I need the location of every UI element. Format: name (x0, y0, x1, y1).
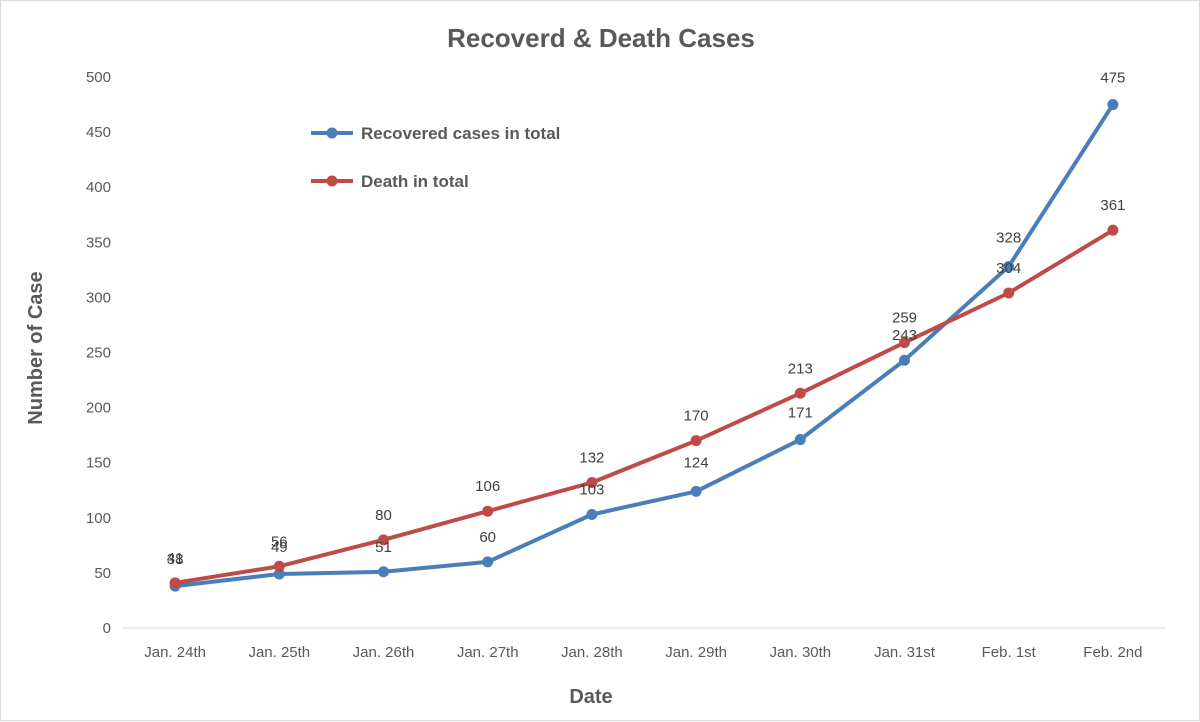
legend: Recovered cases in total Death in total (311, 124, 560, 191)
data-point (1003, 261, 1015, 273)
data-label: 361 (1100, 197, 1125, 214)
x-tick-label: Feb. 2nd (1083, 644, 1142, 661)
data-label: 124 (684, 454, 709, 471)
data-label: 475 (1100, 70, 1125, 87)
y-tick-labels: 0 50 100 150 200 250 300 350 400 450 500 (86, 69, 111, 637)
x-tick-label: Jan. 25th (248, 644, 310, 661)
legend-item: Death in total (311, 172, 469, 191)
x-tick-label: Jan. 30th (769, 644, 831, 661)
data-point (794, 387, 806, 399)
y-tick-label: 300 (86, 289, 111, 306)
y-tick-label: 450 (86, 124, 111, 141)
data-labels: 38 49 51 60 103 124 171 243 328 475 41 56 80 106 132 17… (167, 70, 1126, 569)
data-label: 328 (996, 230, 1021, 247)
series-line (173, 102, 1115, 589)
data-point (378, 566, 389, 578)
data-label: 49 (271, 539, 288, 556)
data-point (586, 508, 598, 520)
series-recovered (169, 99, 1119, 592)
y-tick-label: 250 (86, 345, 111, 362)
x-tick-label: Jan. 31st (874, 644, 936, 661)
x-tick-label: Jan. 29th (665, 644, 727, 661)
x-tick-label: Jan. 28th (561, 644, 623, 661)
data-label: 170 (684, 408, 709, 425)
x-tick-label: Jan. 27th (457, 644, 519, 661)
data-point (273, 568, 285, 580)
legend-marker (326, 127, 338, 139)
data-point (899, 354, 910, 366)
data-label: 132 (579, 450, 604, 467)
data-label: 51 (375, 539, 392, 556)
y-tick-label: 0 (103, 620, 111, 637)
data-point (586, 477, 598, 489)
chart-title: Recoverd & Death Cases (447, 23, 755, 53)
x-tick-label: Feb. 1st (982, 644, 1037, 661)
data-point (899, 337, 910, 349)
x-axis-title: Date (569, 686, 612, 708)
data-label: 56 (271, 533, 288, 550)
data-point (690, 435, 702, 447)
series-line (173, 228, 1115, 585)
data-label: 60 (479, 529, 496, 546)
y-axis-title: Number of Case (25, 271, 47, 424)
y-tick-label: 500 (86, 69, 111, 86)
legend-label: Death in total (361, 172, 469, 191)
legend-marker (326, 175, 338, 187)
y-tick-label: 400 (86, 179, 111, 196)
data-point (690, 485, 702, 497)
data-point (1107, 224, 1119, 236)
data-label: 243 (892, 327, 917, 344)
data-label: 80 (375, 507, 392, 524)
data-point (378, 534, 389, 546)
data-label: 103 (579, 481, 604, 498)
y-tick-label: 350 (86, 234, 111, 251)
data-label: 171 (788, 405, 813, 422)
series-death (169, 224, 1119, 589)
data-label: 106 (475, 478, 500, 495)
data-point (794, 434, 806, 446)
data-point (482, 505, 494, 517)
data-label: 41 (167, 550, 184, 567)
data-point (1003, 287, 1015, 299)
y-tick-label: 100 (86, 510, 111, 527)
y-tick-label: 50 (94, 565, 111, 582)
data-label: 38 (167, 551, 184, 568)
x-tick-labels: Jan. 24th Jan. 25th Jan. 26th Jan. 27th Jan.… (144, 644, 1142, 661)
y-tick-label: 150 (86, 455, 111, 472)
data-point (1107, 99, 1119, 111)
data-point (273, 560, 285, 572)
data-point (169, 577, 181, 589)
data-label: 304 (996, 260, 1021, 277)
y-tick-label: 200 (86, 400, 111, 417)
data-label: 259 (892, 310, 917, 327)
x-tick-label: Jan. 24th (144, 644, 206, 661)
data-point (482, 556, 494, 568)
x-tick-label: Jan. 26th (353, 644, 415, 661)
legend-label: Recovered cases in total (361, 124, 560, 143)
series-layer (169, 99, 1119, 592)
legend-item: Recovered cases in total (311, 124, 560, 143)
data-label: 213 (788, 360, 813, 377)
